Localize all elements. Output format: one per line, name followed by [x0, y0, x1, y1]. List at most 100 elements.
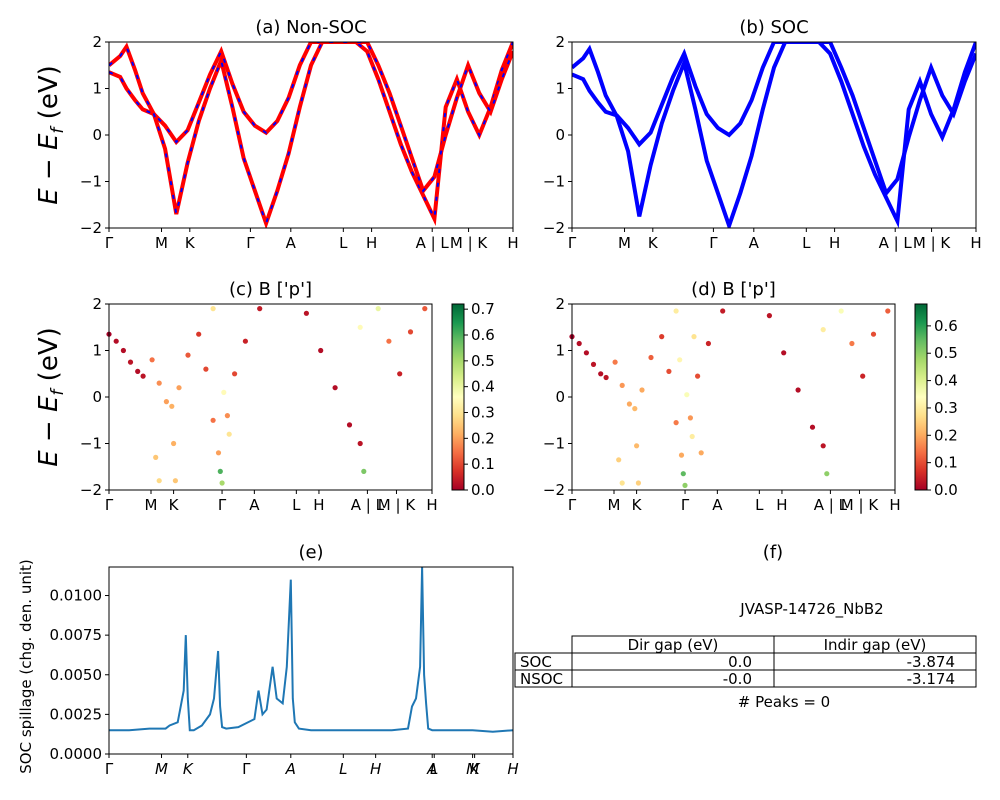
panel-c-xtick-label: A — [249, 496, 260, 514]
panel-c-xtick-label: L — [292, 496, 301, 514]
panel-c-point — [303, 310, 309, 316]
panel-c-point — [224, 413, 230, 419]
panel-d-ytick-label: 2 — [555, 295, 565, 313]
panel-d-point — [781, 350, 787, 356]
panel-a-band-0 — [109, 42, 513, 226]
panel-c-title: (c) B ['p'] — [229, 279, 312, 300]
panel-d-colorbar-label: 0.0 — [934, 481, 958, 499]
panel-d-point — [695, 373, 701, 379]
table-row-nsoc-label: NSOC — [520, 670, 563, 688]
panel-c-point — [397, 371, 403, 377]
panel-e-xtick-label: H — [370, 760, 381, 778]
panel-d-point — [820, 443, 826, 449]
panel-e-xtick-label: Γ — [242, 760, 251, 778]
panel-b-band-1 — [572, 42, 976, 228]
panel-d-point — [590, 361, 597, 367]
panel-c-point — [232, 371, 238, 377]
spillage-line — [109, 566, 514, 733]
panel-e-frame — [108, 566, 514, 755]
panel-d-xtick-label: Γ — [568, 496, 577, 514]
panel-a-xtick-label: Γ — [105, 234, 114, 252]
panel-c-colorbar-label: 0.5 — [471, 352, 495, 370]
panel-c-ytick-label: 1 — [92, 342, 102, 360]
panel-d-point — [720, 308, 726, 314]
panel-d-point — [632, 406, 638, 412]
panel-b-band-0 — [572, 42, 976, 228]
panel-d-point — [639, 387, 645, 393]
panel-d-point — [870, 331, 877, 337]
table-header-dir: Dir gap (eV) — [628, 636, 719, 654]
panel-c-point — [361, 468, 367, 474]
panel-c-point — [242, 338, 248, 344]
panel-c-xtick-label: Γ — [218, 496, 227, 514]
panel-d-colorbar-label: 0.3 — [934, 399, 958, 417]
panel-d-point — [766, 313, 773, 319]
panel-b-xtick-label: L — [802, 234, 811, 252]
panel-c-point — [210, 306, 216, 312]
panel-c-point — [203, 366, 209, 372]
panel-d-point — [795, 387, 801, 393]
panel-c-point — [120, 347, 126, 354]
panel-d-point — [687, 415, 694, 421]
panel-d-ytick-label: −2 — [543, 481, 565, 499]
panel-e-xtick-label: H — [507, 760, 518, 778]
panel-d-point — [682, 482, 688, 488]
panel-a-xtick-label: H — [366, 234, 377, 252]
panel-c-point — [176, 385, 182, 391]
table-row-nsoc-indir: -3.174 — [907, 670, 955, 688]
panel-e-ytick-label: 0.0025 — [50, 705, 103, 723]
panel-c-point — [169, 403, 175, 409]
panel-d-point — [648, 354, 654, 361]
panel-b-xtick-label: A — [749, 234, 760, 252]
panel-b-title: (b) SOC — [739, 17, 808, 38]
panel-c-point — [140, 373, 146, 379]
panel-c-colorbar-label: 0.4 — [471, 378, 495, 396]
panel-c-point — [219, 480, 225, 486]
panel-e-title: (e) — [298, 542, 323, 563]
panel-c-point — [196, 331, 202, 337]
panel-c-ytick-label: 0 — [92, 388, 102, 406]
panel-d-xtick-label: H — [776, 496, 787, 514]
panel-d-point — [673, 308, 679, 314]
panel-b-xtick-label: H — [970, 234, 981, 252]
panel-d-point — [583, 350, 590, 356]
panel-f-title: (f) — [763, 542, 783, 563]
panel-e-xtick-label: K — [183, 760, 194, 778]
panel-c-point — [375, 306, 381, 312]
panel-a-ylabel: E − Ef (eV) — [34, 65, 68, 205]
panel-d-point — [677, 357, 683, 363]
panel-c-xtick-label: M — [145, 496, 158, 514]
panel-c-frame — [108, 303, 433, 491]
panel-c-point — [221, 389, 227, 395]
panel-a-ytick-label: −1 — [80, 173, 102, 191]
panel-d-colorbar-label: 0.2 — [934, 426, 958, 444]
panel-e-ylabel: SOC spillage (chg. den. unit) — [17, 559, 35, 774]
panel-b-ytick-label: −2 — [543, 219, 565, 237]
panel-c-point — [210, 417, 216, 423]
panel-c-ytick-label: −2 — [80, 481, 102, 499]
panel-d-point — [659, 334, 665, 340]
panel-d-point — [849, 340, 855, 347]
panel-d-xtick-label: M — [608, 496, 621, 514]
panel-b-ytick-label: 2 — [555, 33, 565, 51]
panel-d-point — [612, 359, 618, 365]
panel-e-ytick-label: 0.0075 — [50, 626, 103, 644]
panel-e-xtick-label: A — [426, 760, 437, 778]
panel-c-xtick-label: A | L — [351, 496, 385, 514]
panel-d-point — [635, 480, 642, 486]
panel-d-title: (d) B ['p'] — [691, 279, 776, 300]
panel-b-xtick-label: A | L — [879, 234, 913, 252]
material-id: JVASP-14726_NbB2 — [739, 600, 883, 619]
panel-c-point — [422, 306, 428, 312]
panel-c-point — [318, 347, 324, 354]
panel-c-colorbar-label: 0.6 — [471, 326, 495, 344]
panel-c-point — [127, 359, 134, 365]
table-row-soc-dir: 0.0 — [728, 653, 752, 671]
table-row-nsoc-indir-cell — [773, 669, 977, 688]
panel-b-xtick-label: Γ — [568, 234, 577, 252]
panel-a-xtick-label: Γ — [246, 234, 255, 252]
panel-d-ytick-label: 1 — [555, 342, 565, 360]
panel-b-xtick-label: K — [648, 234, 659, 252]
panel-c-point — [185, 352, 191, 358]
panel-a-xtick-label: K — [185, 234, 196, 252]
